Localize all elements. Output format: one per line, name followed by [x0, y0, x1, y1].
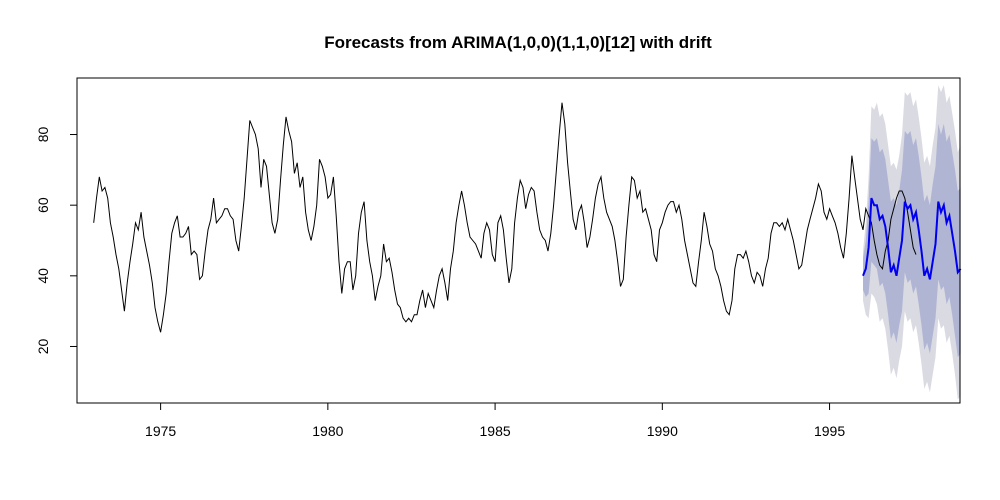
- prediction-intervals: [863, 85, 961, 400]
- x-tick-label: 1975: [145, 423, 176, 439]
- history-line: [93, 102, 917, 333]
- x-tick-label: 1990: [647, 423, 678, 439]
- x-tick-label: 1980: [312, 423, 343, 439]
- y-tick-label: 20: [35, 338, 51, 354]
- x-tick-label: 1985: [480, 423, 511, 439]
- chart-title: Forecasts from ARIMA(1,0,0)(1,1,0)[12] w…: [324, 33, 712, 52]
- x-tick-label: 1995: [814, 423, 845, 439]
- plot-frame: [76, 77, 961, 404]
- forecast-line: [862, 197, 962, 280]
- y-tick-label: 80: [35, 127, 51, 143]
- y-tick-label: 60: [35, 197, 51, 213]
- y-axis: 20 40 60 80: [35, 127, 78, 354]
- y-tick-label: 40: [35, 268, 51, 284]
- series-lines: [93, 102, 962, 333]
- x-axis: 1975 1980 1985 1990 1995: [145, 402, 845, 439]
